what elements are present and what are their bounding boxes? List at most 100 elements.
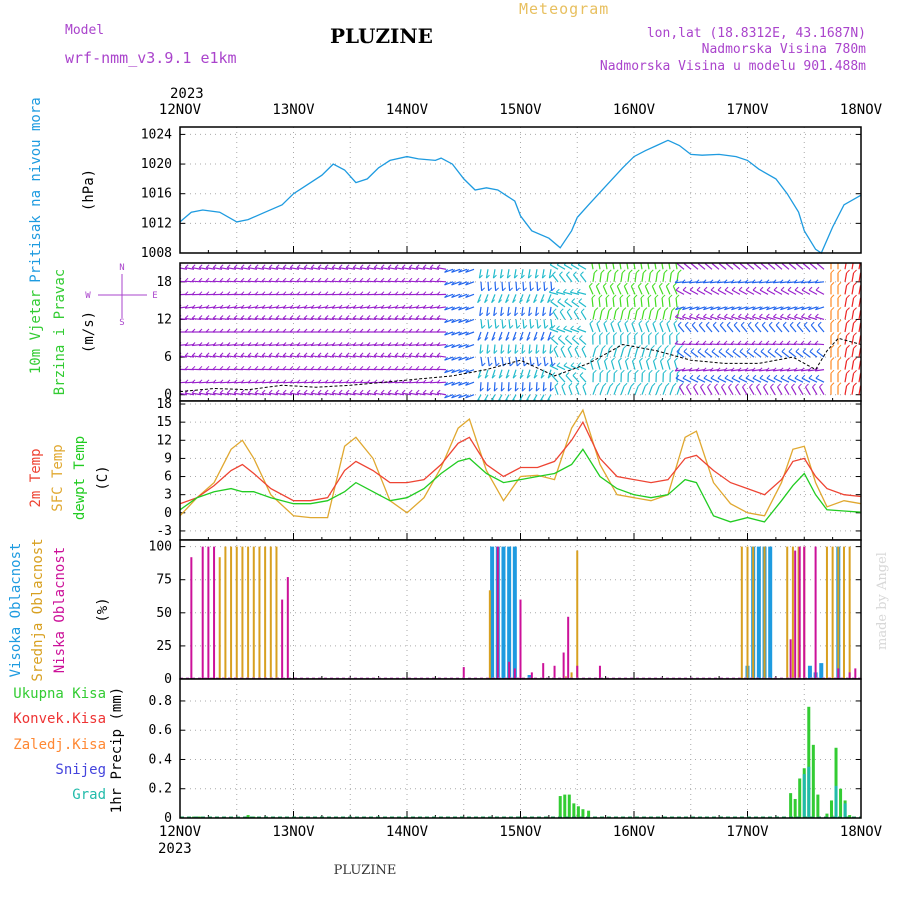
wind-barb	[546, 394, 552, 401]
wind-barb-flag	[560, 345, 565, 350]
wind-barb	[180, 382, 181, 383]
wind-barb	[627, 348, 632, 358]
wind-barb-flag	[853, 282, 857, 286]
wind-barb-flag	[629, 307, 634, 312]
wind-barb	[782, 324, 790, 333]
wind-barb	[444, 318, 454, 324]
wind-barb	[451, 343, 461, 349]
wind-barb-flag	[641, 332, 646, 336]
wind-barb-flag	[282, 365, 287, 370]
wind-barb-flag	[726, 321, 731, 326]
wind-barb-flag	[338, 277, 343, 282]
wind-barb-flag	[669, 369, 674, 374]
wind-barb-flag	[723, 313, 728, 318]
total_precip-bar	[576, 806, 580, 818]
wind-barb-flag	[493, 350, 498, 354]
wind-barb-flag	[710, 306, 714, 311]
wind-barb-flag	[733, 321, 738, 326]
wind-barb	[795, 263, 804, 270]
wind-barb-flag	[703, 374, 708, 379]
wind-barb-flag	[458, 306, 462, 311]
wind-barb	[787, 289, 797, 295]
wind-barb-flag	[484, 299, 488, 304]
wind-barb-flag	[394, 291, 399, 296]
wind-barb-flag	[800, 279, 805, 284]
precip-legend-item: Konvek.Kisa	[13, 711, 106, 727]
wind-barb	[794, 289, 804, 295]
wind-barb-flag	[401, 389, 406, 394]
wind-barb	[781, 351, 790, 358]
wind-barb	[241, 392, 251, 396]
wind-barb	[465, 369, 475, 374]
wind-barb-flag	[219, 379, 224, 384]
wind-barb	[745, 377, 755, 383]
wind-barb-flag	[481, 287, 485, 292]
wind-barb-flag	[794, 286, 799, 291]
wind-barb	[542, 382, 545, 392]
wind-barb	[633, 263, 636, 270]
wind-barb-flag	[549, 274, 553, 279]
wind-barb	[815, 316, 825, 321]
wind-barb	[444, 268, 454, 273]
wind-barb	[748, 386, 755, 396]
wind-barb-flag	[772, 279, 777, 284]
wind-barb	[677, 324, 685, 333]
wind-barb-flag	[605, 257, 608, 260]
wind-barb	[507, 344, 510, 354]
wind-barb-flag	[639, 357, 643, 362]
wind-barb-flag	[800, 313, 805, 318]
mid_cloud-bar	[570, 672, 573, 679]
wind-barb-flag	[240, 264, 245, 269]
top-year-label: 2023	[170, 86, 204, 102]
wind-barb-flag	[608, 307, 613, 312]
wind-barb-flag	[551, 362, 556, 367]
wind-barb-flag	[595, 382, 600, 387]
wind-barb-flag	[787, 286, 792, 291]
wind-barb-flag	[282, 304, 287, 309]
wind-barb-flag	[233, 277, 238, 282]
wind-barb-flag	[429, 277, 434, 282]
wind-barb-flag	[819, 383, 823, 388]
wind-barb	[486, 344, 489, 354]
wind-barb-flag	[627, 369, 632, 374]
bottom-x-tick-label: 12NOV	[159, 824, 202, 840]
wind-barb	[519, 294, 524, 303]
wind-barb	[851, 263, 854, 270]
wind-barb	[540, 331, 545, 341]
wind-barb	[577, 291, 587, 295]
top-x-axis-labels: 12NOV 13NOV 14NOV 15NOV 16NOV 17NOV 18NOV	[159, 102, 883, 118]
wind-barb-flag	[577, 325, 581, 330]
wind-barb	[374, 392, 384, 396]
wind-barb-flag	[296, 389, 301, 394]
mid_cloud-bar	[230, 546, 233, 679]
wind-barb-flag	[753, 348, 758, 352]
wind-barb	[499, 269, 503, 279]
wind-barb-flag	[542, 350, 547, 354]
wind-barb-flag	[212, 365, 217, 370]
wind-barb-flag	[528, 350, 533, 354]
wind-barb-flag	[198, 304, 203, 309]
wind-barb-flag	[690, 348, 695, 352]
mid_cloud-bar	[825, 546, 828, 679]
wind-barb	[476, 394, 482, 401]
wind-barb-flag	[352, 264, 357, 269]
hail-bar	[843, 803, 847, 818]
wind-barb	[797, 386, 804, 396]
wind-barb	[592, 272, 595, 282]
wind-barb-flag	[737, 340, 742, 345]
wind-barb-flag	[544, 287, 548, 292]
wind-barb-flag	[519, 374, 524, 379]
wind-barb	[529, 281, 532, 291]
wind-barb-flag	[796, 321, 801, 326]
wind-barb-flag	[387, 315, 392, 319]
wind-barb-flag	[505, 374, 510, 379]
wind-barb-flag	[655, 369, 660, 374]
wind-barb	[731, 289, 741, 295]
wind-barb-flag	[542, 312, 547, 317]
wind-barb	[395, 267, 405, 270]
wind-barb-flag	[345, 365, 350, 370]
wind-barb-flag	[772, 313, 777, 318]
total_precip-bar	[816, 794, 820, 818]
wind-barb	[727, 386, 734, 396]
wind-barb	[535, 306, 538, 316]
